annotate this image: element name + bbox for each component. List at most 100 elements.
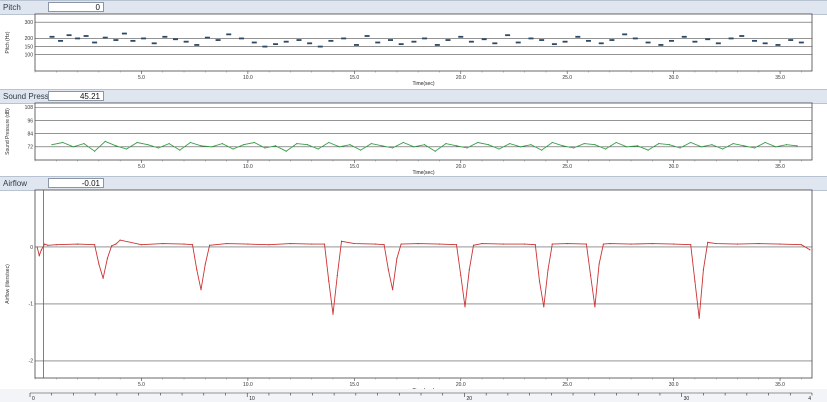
sound-pressure-data-point <box>530 144 532 146</box>
pitch-chart: 300 200 150 100 5.0 10.0 15.0 20.0 25.0 30.0 35.0 T… <box>5 13 813 87</box>
pitch-data-point <box>458 35 464 38</box>
pitch-value-box[interactable]: 0 <box>48 2 104 12</box>
pitch-data-point <box>75 37 81 40</box>
time-ruler-background <box>0 389 827 402</box>
airflow-data-point <box>115 243 117 245</box>
airflow-data-point <box>76 243 79 245</box>
airflow-data-point <box>472 244 475 246</box>
sound-pressure-data-point <box>306 144 309 146</box>
airflow-data-point <box>98 263 100 265</box>
pitch-data-point <box>705 38 711 41</box>
pitch-data-point <box>715 42 721 45</box>
pitch-y-tick-label: 300 <box>25 20 34 26</box>
sound-pressure-data-point <box>338 146 341 148</box>
sound-pressure-x-tick-label: 35.0 <box>775 164 785 170</box>
sound-pressure-data-point <box>498 148 500 150</box>
airflow-plot-area <box>34 189 813 379</box>
sound-pressure-data-point <box>477 141 479 144</box>
airflow-data-point <box>609 242 611 245</box>
airflow-chart: 0-1-25.010.015.020.025.030.035.0Time(sec… <box>5 189 813 394</box>
pitch-data-point <box>238 37 244 40</box>
airflow-x-tick-label: 15.0 <box>349 382 359 388</box>
sound-pressure-y-tick-label: 72 <box>27 145 33 151</box>
sound-pressure-data-point <box>743 145 745 147</box>
airflow-data-point <box>468 269 470 271</box>
sound-pressure-data-point <box>328 141 330 144</box>
pitch-data-point <box>364 35 370 37</box>
pitch-x-tick-label: 15.0 <box>349 75 359 81</box>
pitch-data-point <box>141 37 147 40</box>
sound-pressure-data-point <box>147 144 149 146</box>
airflow-data-point <box>102 277 104 279</box>
pitch-data-point <box>515 41 521 44</box>
sound-pressure-data-point <box>668 144 670 146</box>
airflow-data-point <box>566 242 568 245</box>
pitch-data-point <box>598 42 604 45</box>
pitch-data-point <box>775 44 781 46</box>
pitch-x-tick-label: 35.0 <box>775 75 785 81</box>
pitch-data-point <box>585 39 591 42</box>
airflow-data-point <box>547 269 549 271</box>
airflow-data-point <box>204 263 206 265</box>
time-ruler-end-label: 4 <box>808 396 811 402</box>
sound-pressure-y-tick-label: 96 <box>27 118 33 124</box>
pitch-y-tick-label: 150 <box>25 44 34 50</box>
pitch-data-point <box>692 40 698 43</box>
sound-pressure-value-box[interactable]: 45.21 <box>48 91 104 101</box>
airflow-y-tick-label: -2 <box>29 359 34 365</box>
pitch-data-point <box>92 41 98 44</box>
airflow-value-box[interactable]: -0.01 <box>48 178 104 188</box>
sound-pressure-data-point <box>51 144 53 146</box>
sound-pressure-data-point <box>615 141 617 144</box>
pitch-data-point <box>798 41 804 44</box>
airflow-data-point <box>690 244 692 246</box>
airflow-data-point <box>602 243 604 245</box>
airflow-data-point <box>340 240 343 242</box>
pitch-data-point <box>151 42 157 45</box>
airflow-data-point <box>800 244 802 246</box>
airflow-data-point <box>47 244 49 246</box>
airflow-data-point <box>323 243 326 245</box>
sound-pressure-chart: 108 96 84 72 5.0 10.0 15.0 20.0 25.0 30.0 35.0 Time… <box>5 102 813 176</box>
sound-pressure-data-point <box>392 147 394 149</box>
pitch-data-point <box>66 34 72 37</box>
sound-pressure-data-point <box>785 144 788 146</box>
sound-pressure-data-point <box>104 140 106 142</box>
pitch-data-point <box>632 37 638 40</box>
pitch-data-point <box>307 42 313 45</box>
sound-pressure-data-point <box>413 146 415 148</box>
sound-pressure-data-point <box>83 142 85 145</box>
airflow-data-point <box>707 241 709 244</box>
sound-pressure-data-point <box>434 150 436 152</box>
pitch-x-tick-label: 30.0 <box>669 75 679 81</box>
pitch-data-point <box>215 39 221 41</box>
airflow-data-point <box>438 243 441 245</box>
airflow-data-point <box>543 306 545 308</box>
sound-pressure-data-point <box>594 144 596 146</box>
airflow-data-point <box>191 244 194 246</box>
time-ruler-label: 0 <box>32 396 35 402</box>
sound-pressure-data-point <box>221 142 223 145</box>
airflow-data-point <box>417 242 419 245</box>
pitch-data-point <box>539 39 545 41</box>
airflow-data-point <box>94 244 96 246</box>
airflow-data-point <box>594 306 596 308</box>
pitch-data-point <box>183 40 189 43</box>
sound-pressure-data-point <box>370 142 372 145</box>
pitch-data-point <box>434 44 440 46</box>
airflow-data-point <box>38 254 40 257</box>
sound-pressure-data-point <box>732 142 734 145</box>
pitch-data-point <box>658 44 664 46</box>
pitch-x-axis-label: Time(sec) <box>412 81 434 87</box>
sound-pressure-data-point <box>455 145 458 147</box>
sound-pressure-y-axis-label: Sound Pressure (dB) <box>5 108 11 155</box>
airflow-data-point <box>630 243 632 245</box>
pitch-y-tick-label: 200 <box>25 36 34 42</box>
pitch-data-point <box>262 45 268 48</box>
sound-pressure-data-point <box>572 147 575 149</box>
pitch-data-point <box>113 39 119 41</box>
pitch-data-point <box>505 34 511 37</box>
airflow-data-point <box>758 242 760 245</box>
pitch-data-point <box>788 39 794 41</box>
sound-pressure-data-point <box>381 145 383 147</box>
